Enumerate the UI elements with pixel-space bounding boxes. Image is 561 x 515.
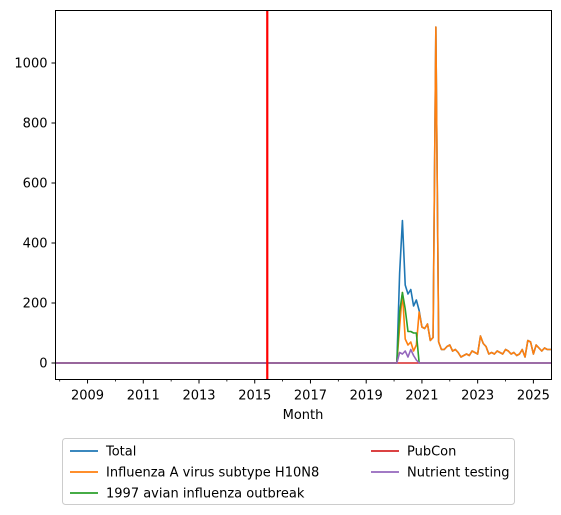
plot-lines (55, 10, 552, 380)
series-line-4 (55, 348, 552, 364)
y-tick-label: 600 (23, 177, 48, 192)
x-tick-label: 2021 (405, 389, 438, 404)
series-line-0 (55, 26, 552, 364)
legend-label: Nutrient testing (407, 466, 510, 481)
legend-label: Total (105, 445, 136, 460)
y-tick-label: 0 (39, 357, 47, 372)
x-tick-label: 2017 (294, 389, 327, 404)
x-tick-label: 2011 (127, 389, 160, 404)
y-tick-label: 200 (23, 297, 48, 312)
x-tick-label: 2019 (350, 389, 383, 404)
legend-label: Influenza A virus subtype H10N8 (106, 466, 319, 481)
y-axis: 0 200 400 600 800 1000 (14, 57, 56, 372)
legend: Total Influenza A virus subtype H10N8 1997… (62, 438, 515, 505)
y-tick-label: 1000 (14, 57, 47, 72)
y-tick-label: 800 (23, 117, 48, 132)
x-tick-label: 2015 (238, 389, 271, 404)
y-tick-label: 400 (23, 237, 48, 252)
series-line-2 (55, 291, 552, 364)
x-tick-label: 2025 (517, 389, 550, 404)
series-line-1 (55, 26, 552, 364)
x-axis-label: Month (283, 408, 324, 423)
x-tick-label: 2023 (461, 389, 494, 404)
x-tick-label: 2009 (71, 389, 104, 404)
legend-label: 1997 avian influenza outbreak (106, 487, 305, 502)
legend-label: PubCon (407, 445, 456, 460)
legend-box (62, 438, 515, 505)
x-tick-label: 2013 (182, 389, 215, 404)
plot-frame (55, 10, 552, 380)
x-axis: 2009 2011 2013 2015 2017 2019 2021 2023 2025 (59, 379, 550, 404)
